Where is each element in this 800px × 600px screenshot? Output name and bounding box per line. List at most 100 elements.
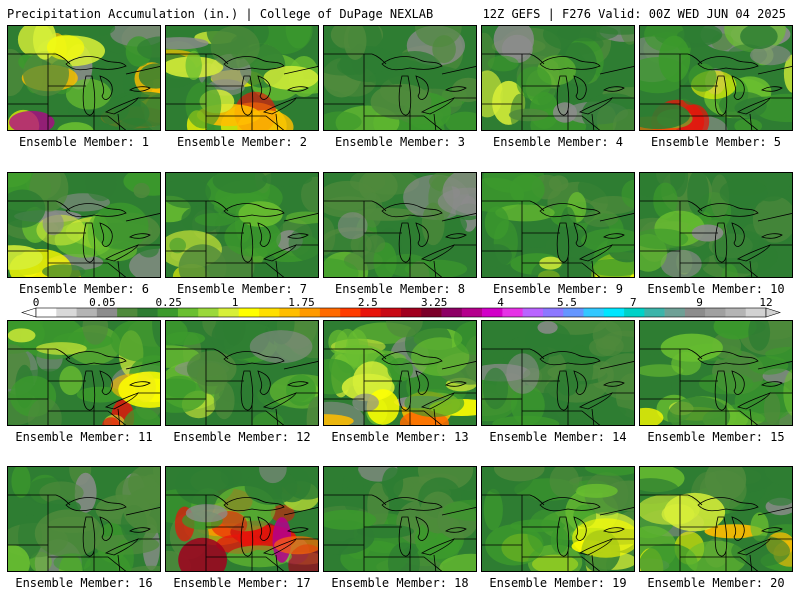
colorbar-segment bbox=[177, 308, 199, 317]
map-boundaries bbox=[8, 200, 160, 277]
ensemble-member-map bbox=[481, 25, 635, 131]
colorbar-segment bbox=[137, 308, 158, 317]
map-boundaries bbox=[482, 200, 634, 277]
model-run-info: 12Z GEFS | F276 Valid: 00Z WED JUN 04 20… bbox=[482, 7, 786, 21]
colorbar-segment bbox=[340, 308, 361, 317]
ensemble-member-map bbox=[7, 320, 161, 426]
ensemble-member-map bbox=[639, 25, 793, 131]
ensemble-member-map bbox=[639, 466, 793, 572]
map-boundaries bbox=[640, 348, 792, 425]
colorbar-segment bbox=[198, 308, 219, 317]
precip-field bbox=[166, 321, 318, 425]
colorbar-segment bbox=[725, 308, 747, 317]
map-boundaries bbox=[324, 200, 476, 277]
precip-field bbox=[482, 173, 634, 277]
precip-field bbox=[324, 321, 476, 425]
ensemble-member-map bbox=[165, 320, 319, 426]
colorbar-segment bbox=[117, 308, 138, 317]
ensemble-member-label: Ensemble Member: 11 bbox=[15, 430, 153, 444]
colorbar-segment bbox=[319, 308, 341, 317]
colorbar-segment bbox=[461, 308, 483, 317]
colorbar-segment bbox=[421, 308, 442, 317]
ensemble-member-label: Ensemble Member: 18 bbox=[331, 576, 469, 590]
precip-field bbox=[166, 26, 318, 130]
map-boundaries bbox=[640, 53, 792, 130]
colorbar-segment bbox=[96, 308, 118, 317]
colorbar-segment bbox=[583, 308, 605, 317]
precip-field bbox=[640, 26, 792, 130]
colorbar-tick-label: 1.75 bbox=[288, 296, 315, 309]
ensemble-member-label: Ensemble Member: 4 bbox=[492, 135, 624, 149]
precip-field bbox=[640, 321, 792, 425]
ensemble-member-map bbox=[323, 25, 477, 131]
colorbar-segment bbox=[522, 308, 544, 317]
precip-field bbox=[8, 173, 160, 277]
precip-field bbox=[640, 467, 792, 571]
map-boundaries bbox=[8, 494, 160, 571]
ensemble-member-map bbox=[481, 320, 635, 426]
ensemble-member-map bbox=[481, 466, 635, 572]
ensemble-member-label: Ensemble Member: 5 bbox=[650, 135, 782, 149]
colorbar-segment bbox=[259, 308, 280, 317]
colorbar-segment bbox=[502, 308, 523, 317]
precip-field bbox=[640, 173, 792, 277]
colorbar-segment bbox=[56, 308, 77, 317]
ensemble-member-label: Ensemble Member: 15 bbox=[647, 430, 785, 444]
ensemble-member-label: Ensemble Member: 9 bbox=[492, 282, 624, 296]
colorbar-tick-label: 2.5 bbox=[358, 296, 378, 309]
colorbar-min-arrow bbox=[21, 307, 37, 318]
map-boundaries bbox=[166, 200, 318, 277]
ensemble-member-map bbox=[323, 172, 477, 278]
colorbar-tick-label: 0.05 bbox=[89, 296, 116, 309]
ensemble-member-label: Ensemble Member: 8 bbox=[334, 282, 466, 296]
ensemble-member-map bbox=[639, 320, 793, 426]
map-boundaries bbox=[482, 53, 634, 130]
colorbar-segment bbox=[482, 308, 503, 317]
ensemble-member-map bbox=[165, 172, 319, 278]
colorbar-tick-label: 9 bbox=[696, 296, 703, 309]
colorbar-tick-label: 7 bbox=[630, 296, 637, 309]
ensemble-member-label: Ensemble Member: 12 bbox=[173, 430, 311, 444]
precip-field bbox=[324, 173, 476, 277]
colorbar-segment bbox=[36, 308, 57, 317]
precip-field bbox=[8, 467, 160, 571]
ensemble-member-map bbox=[323, 466, 477, 572]
precip-field bbox=[8, 321, 160, 425]
colorbar-segment bbox=[299, 308, 321, 317]
colorbar-tick-label: 0.25 bbox=[155, 296, 182, 309]
map-boundaries bbox=[166, 53, 318, 130]
ensemble-member-label: Ensemble Member: 1 bbox=[18, 135, 150, 149]
ensemble-member-map bbox=[639, 172, 793, 278]
colorbar-segment bbox=[238, 308, 260, 317]
map-boundaries bbox=[324, 348, 476, 425]
colorbar-segment bbox=[603, 308, 625, 317]
ensemble-member-label: Ensemble Member: 2 bbox=[176, 135, 308, 149]
precip-field bbox=[166, 467, 318, 571]
colorbar-segment bbox=[279, 308, 300, 317]
colorbar-tick-label: 12 bbox=[759, 296, 772, 309]
map-boundaries bbox=[166, 494, 318, 571]
precip-field bbox=[482, 26, 634, 130]
colorbar-segment bbox=[745, 308, 767, 317]
ensemble-member-map bbox=[323, 320, 477, 426]
colorbar-segment bbox=[624, 308, 645, 317]
map-boundaries bbox=[8, 53, 160, 130]
colorbar-segment bbox=[157, 308, 179, 317]
ensemble-member-label: Ensemble Member: 7 bbox=[176, 282, 308, 296]
colorbar-segment bbox=[542, 308, 564, 317]
map-title: Precipitation Accumulation (in.) | Colle… bbox=[7, 7, 434, 21]
ensemble-member-label: Ensemble Member: 14 bbox=[489, 430, 627, 444]
colorbar-max-arrow bbox=[765, 307, 781, 318]
map-boundaries bbox=[482, 348, 634, 425]
map-boundaries bbox=[8, 348, 160, 425]
precip-field bbox=[482, 321, 634, 425]
ensemble-member-label: Ensemble Member: 17 bbox=[173, 576, 311, 590]
map-boundaries bbox=[640, 200, 792, 277]
ensemble-member-label: Ensemble Member: 19 bbox=[489, 576, 627, 590]
ensemble-member-map bbox=[165, 466, 319, 572]
colorbar-segment bbox=[380, 308, 402, 317]
colorbar-tick-label: 0 bbox=[33, 296, 40, 309]
precip-field bbox=[482, 467, 634, 571]
map-boundaries bbox=[640, 494, 792, 571]
map-boundaries bbox=[482, 494, 634, 571]
